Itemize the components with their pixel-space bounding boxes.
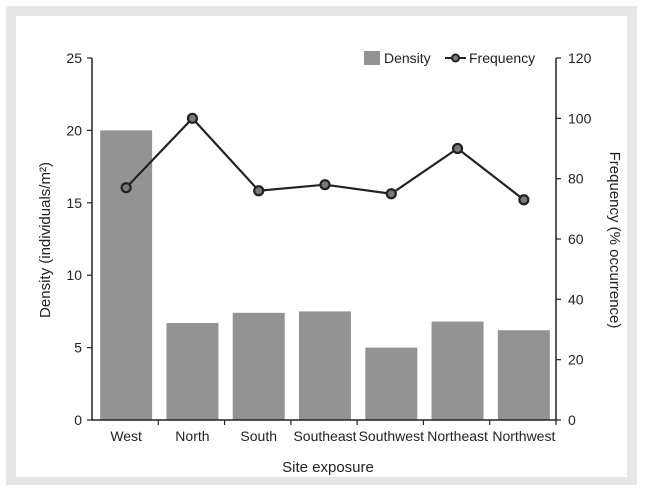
- bar-north: [166, 322, 219, 420]
- legend-swatch-density: [364, 51, 380, 65]
- y-left-tick-label: 10: [66, 267, 82, 283]
- x-tick-label: North: [175, 428, 209, 444]
- y-right-tick-label: 100: [568, 110, 592, 126]
- bar-south: [232, 312, 285, 420]
- frequency-point-northwest: [518, 194, 530, 206]
- y-right-tick-label: 40: [568, 291, 584, 307]
- frequency-point-southwest: [385, 188, 397, 200]
- y-right-tick-label: 120: [568, 50, 592, 66]
- x-tick-label: West: [110, 428, 142, 444]
- legend-label-density: Density: [384, 50, 431, 66]
- y-axis-right-title: Frequency (% occurrence): [606, 152, 623, 329]
- x-tick-label: Southeast: [293, 428, 356, 444]
- y-right-tick-label: 80: [568, 171, 584, 187]
- x-tick-label: Northwest: [492, 428, 555, 444]
- x-tick-label: Northeast: [427, 428, 488, 444]
- bar-northwest: [497, 330, 550, 420]
- frequency-point-southeast: [319, 179, 331, 191]
- x-axis-title: Site exposure: [282, 459, 374, 476]
- y-right-tick-label: 20: [568, 352, 584, 368]
- axes: 0 5 10 15 20 25 0 20 40 60 80 100 120 West North South S…: [66, 50, 591, 444]
- bar-west: [100, 130, 153, 420]
- bar-southwest: [365, 347, 418, 420]
- bar-northeast: [431, 321, 484, 420]
- y-left-tick-label: 20: [66, 122, 82, 138]
- bar-series-density: [100, 130, 550, 420]
- y-right-tick-label: 60: [568, 231, 584, 247]
- bar-southeast: [299, 311, 351, 420]
- y-left-tick-label: 25: [66, 50, 82, 66]
- frequency-point-west: [120, 182, 132, 194]
- y-left-tick-label: 0: [74, 412, 82, 428]
- y-left-tick-label: 5: [74, 340, 82, 356]
- y-right-tick-label: 0: [568, 412, 576, 428]
- frequency-point-north: [186, 112, 199, 124]
- legend-label-frequency: Frequency: [469, 50, 535, 66]
- frequency-point-south: [253, 185, 265, 197]
- line-series-frequency: [120, 112, 530, 206]
- legend: Density Frequency: [364, 50, 535, 66]
- legend-marker-frequency: [451, 53, 460, 63]
- frequency-point-northeast: [451, 142, 464, 155]
- y-axis-left-title: Density (individuals/m²): [37, 162, 54, 318]
- x-tick-label: South: [240, 428, 277, 444]
- y-left-tick-label: 15: [66, 195, 82, 211]
- x-tick-label: Southwest: [359, 428, 424, 444]
